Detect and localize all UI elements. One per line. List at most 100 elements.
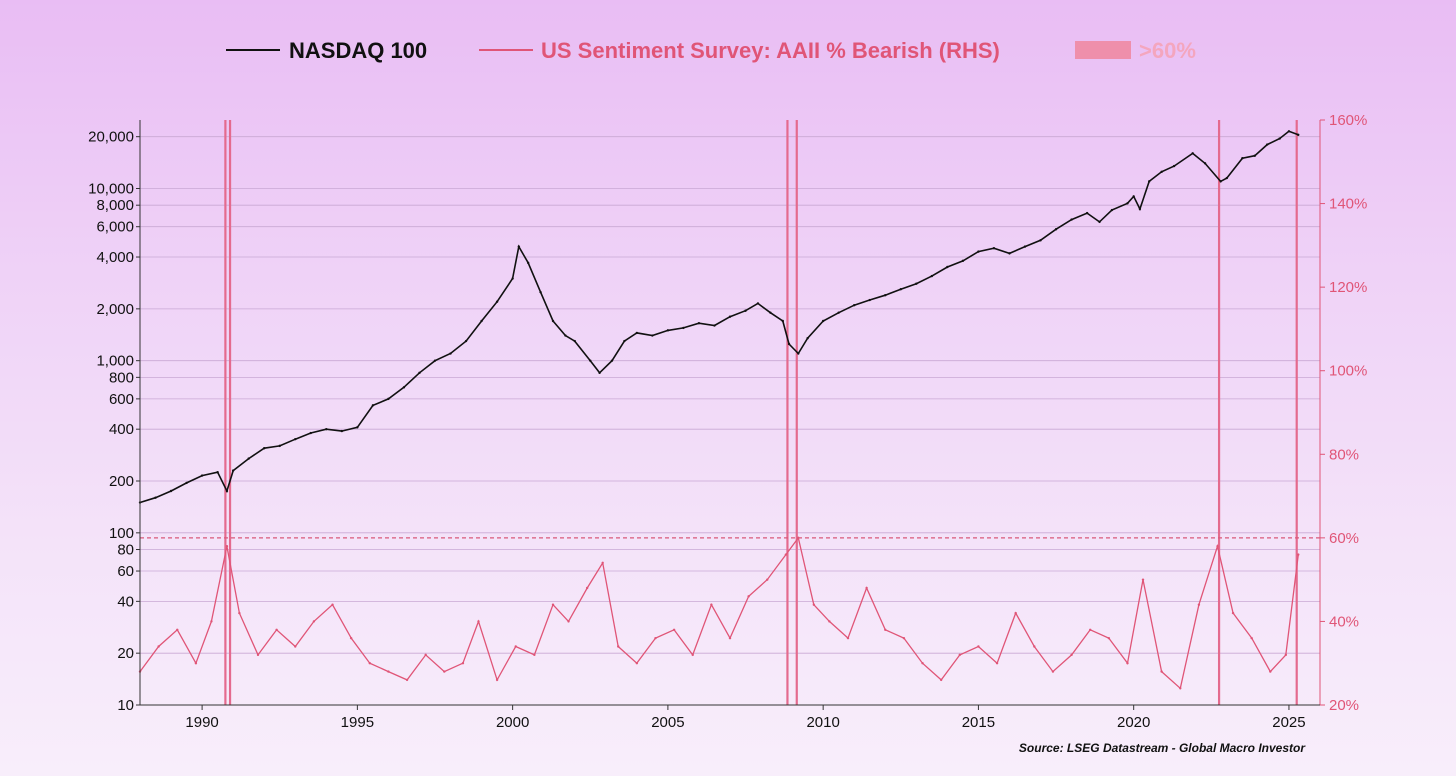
- bearish-point: [1216, 545, 1219, 548]
- nasdaq-point: [1132, 195, 1135, 198]
- nasdaq-point: [247, 457, 250, 460]
- nasdaq-point: [853, 303, 856, 307]
- x-tick-label: 1990: [185, 714, 218, 731]
- series-line-aaii-bearish: [139, 536, 1299, 690]
- nasdaq-point: [1148, 180, 1151, 183]
- left-tick-label: 60: [117, 563, 134, 580]
- bearish-point: [495, 678, 499, 682]
- nasdaq-point: [1085, 211, 1089, 215]
- nasdaq-point: [1039, 239, 1042, 242]
- nasdaq-point: [610, 359, 614, 362]
- bearish-point: [585, 586, 589, 590]
- nasdaq-point: [806, 337, 809, 340]
- bearish-point: [275, 628, 278, 631]
- highlight-bands: [224, 120, 1298, 705]
- nasdaq-point: [1054, 228, 1058, 231]
- left-tick-label: 6,000: [96, 219, 134, 236]
- nasdaq-point: [1253, 154, 1256, 157]
- nasdaq-point: [682, 326, 685, 330]
- bearish-point: [1297, 553, 1300, 556]
- bearish-point: [710, 603, 713, 606]
- right-tick-label: 80%: [1329, 446, 1359, 463]
- bearish-point: [977, 645, 980, 648]
- left-tick-label: 40: [117, 593, 134, 610]
- left-tick-label: 2,000: [96, 301, 134, 318]
- bearish-point: [1141, 578, 1145, 581]
- bearish-point: [784, 553, 788, 556]
- bearish-point: [884, 628, 887, 631]
- series-line-nasdaq-100: [139, 130, 1299, 504]
- left-tick-label: 600: [109, 391, 134, 408]
- bearish-point: [1033, 645, 1036, 648]
- bearish-point: [1250, 636, 1253, 640]
- nasdaq-point: [899, 288, 902, 291]
- data-points: [138, 130, 1300, 690]
- left-tick-label: 8,000: [96, 197, 134, 214]
- left-tick-label: 20,000: [88, 129, 134, 146]
- legend-threshold-label: >60%: [1139, 38, 1196, 63]
- nasdaq-point: [977, 250, 980, 253]
- bearish-point: [294, 645, 297, 648]
- bearish-point: [238, 611, 241, 615]
- bearish-point: [210, 620, 213, 623]
- nasdaq-point: [356, 426, 359, 429]
- x-tick-label: 2015: [962, 714, 995, 731]
- nasdaq-point: [1160, 170, 1163, 174]
- bearish-point: [797, 536, 800, 540]
- bearish-point: [312, 620, 316, 623]
- bearish-point: [958, 653, 961, 657]
- bearish-point: [635, 662, 639, 665]
- bearish-point: [654, 636, 657, 640]
- bearish-point: [921, 662, 924, 665]
- legend-threshold-swatch: [1075, 41, 1131, 59]
- x-tick-label: 2010: [806, 714, 839, 731]
- bearish-point: [812, 603, 816, 606]
- nasdaq-point: [769, 311, 772, 314]
- bearish-point: [567, 620, 570, 623]
- bearish-point: [551, 603, 555, 606]
- nasdaq-point: [1266, 143, 1269, 146]
- nasdaq-point: [418, 371, 421, 375]
- left-tick-label: 80: [117, 542, 134, 559]
- nasdaq-point: [1219, 180, 1222, 183]
- bearish-point: [865, 586, 868, 590]
- right-tick-label: 60%: [1329, 530, 1359, 547]
- nasdaq-point: [1278, 137, 1281, 140]
- nasdaq-point: [573, 339, 576, 343]
- bearish-point: [256, 653, 260, 657]
- right-tick-label: 20%: [1329, 697, 1359, 714]
- left-tick-label: 400: [109, 421, 134, 438]
- legend: NASDAQ 100 US Sentiment Survey: AAII % B…: [226, 38, 1196, 63]
- nasdaq-point: [837, 311, 840, 314]
- nasdaq-point: [992, 247, 996, 250]
- legend-nasdaq-label: NASDAQ 100: [289, 38, 427, 63]
- nasdaq-point: [278, 444, 281, 448]
- legend-bearish-label: US Sentiment Survey: AAII % Bearish (RHS…: [541, 38, 1000, 63]
- nasdaq-point: [666, 329, 670, 332]
- nasdaq-point: [200, 474, 204, 477]
- nasdaq-point: [564, 334, 567, 337]
- x-tick-label: 2025: [1272, 714, 1305, 731]
- nasdaq-point: [402, 386, 406, 389]
- bearish-point: [157, 645, 160, 648]
- nasdaq-point: [787, 342, 791, 346]
- nasdaq-point: [371, 404, 375, 407]
- bearish-point: [1231, 611, 1235, 615]
- bearish-point: [176, 628, 179, 631]
- nasdaq-point: [511, 277, 514, 280]
- nasdaq-point: [1203, 162, 1207, 165]
- left-tick-label: 4,000: [96, 249, 134, 266]
- x-tick-label: 2005: [651, 714, 684, 731]
- bearish-point: [514, 645, 517, 648]
- bearish-point: [225, 545, 229, 548]
- nasdaq-point: [340, 429, 344, 433]
- gridlines: [140, 136, 1320, 706]
- nasdaq-point: [1098, 220, 1101, 224]
- left-tick-label: 100: [109, 525, 134, 542]
- nasdaq-point: [744, 309, 747, 312]
- bearish-point: [477, 620, 480, 623]
- bearish-point: [331, 603, 334, 606]
- left-tick-label: 20: [117, 645, 134, 662]
- nasdaq-point: [539, 290, 542, 294]
- bearish-point: [1126, 662, 1129, 665]
